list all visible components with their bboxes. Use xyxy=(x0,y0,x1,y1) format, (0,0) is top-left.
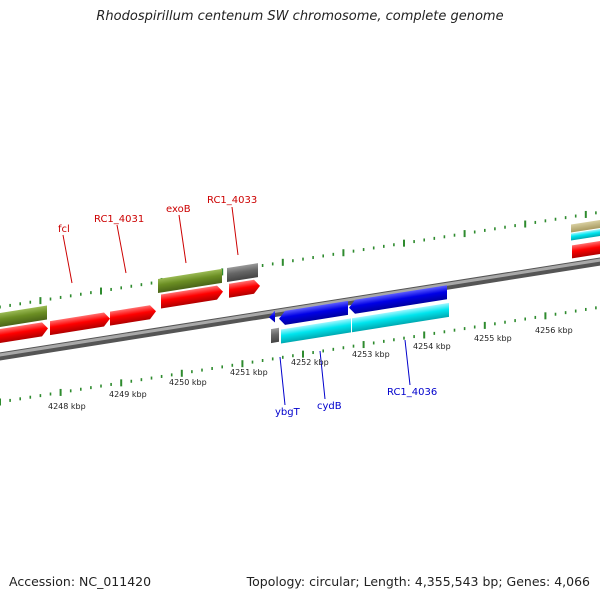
gene-label-rc1-4031: RC1_4031 xyxy=(94,214,144,225)
gene-label-ybgt: ybgT xyxy=(275,407,301,418)
gene-label-rc1-4036: RC1_4036 xyxy=(387,387,437,398)
label-leaders xyxy=(62,206,411,406)
forward-features xyxy=(0,219,600,344)
gene-feature-exob xyxy=(158,268,222,293)
map-title: Rhodospirillum centenum SW chromosome, c… xyxy=(96,9,504,24)
cds-feature-rc1-4033 xyxy=(229,279,260,298)
scale-label: 4256 kbp xyxy=(535,326,573,335)
scale-label: 4252 kbp xyxy=(291,358,329,367)
gene-feature-rc1-4036 xyxy=(349,285,449,333)
scale-label: 4254 kbp xyxy=(413,342,451,351)
scale-label: 4248 kbp xyxy=(48,402,86,411)
gene-label-cydb: cydB xyxy=(317,401,342,412)
cds-feature-rc1-4031 xyxy=(50,305,156,336)
gene-label-fcl: fcl xyxy=(58,224,70,235)
gene-labels: fcl RC1_4031 exoB RC1_4033 ybgT cydB RC1… xyxy=(58,195,437,418)
backbone xyxy=(0,257,600,361)
accession-text: Accession: NC_011420 xyxy=(9,574,152,589)
scale-label: 4255 kbp xyxy=(474,334,512,343)
gene-feature-ybgt xyxy=(269,310,279,344)
gene-feature-rc1-4033 xyxy=(227,263,258,283)
scale-label: 4253 kbp xyxy=(352,350,390,359)
gene-feature-fcl xyxy=(0,305,47,328)
scale-labels: 4248 kbp 4249 kbp 4250 kbp 4251 kbp 4252… xyxy=(48,326,573,411)
reverse-features xyxy=(269,285,449,344)
gene-label-rc1-4033: RC1_4033 xyxy=(207,195,257,206)
scale-label: 4250 kbp xyxy=(169,378,207,387)
feature-right-edge xyxy=(571,219,600,259)
scale-label: 4251 kbp xyxy=(230,368,268,377)
scale-label: 4249 kbp xyxy=(109,390,147,399)
scale-ticks xyxy=(0,210,597,406)
genome-summary-text: Topology: circular; Length: 4,355,543 bp… xyxy=(246,574,590,589)
gene-label-exob: exoB xyxy=(166,204,191,215)
cds-feature-fcl xyxy=(0,322,48,344)
cds-feature-exob xyxy=(161,285,223,309)
gene-feature-cydb xyxy=(279,300,351,344)
